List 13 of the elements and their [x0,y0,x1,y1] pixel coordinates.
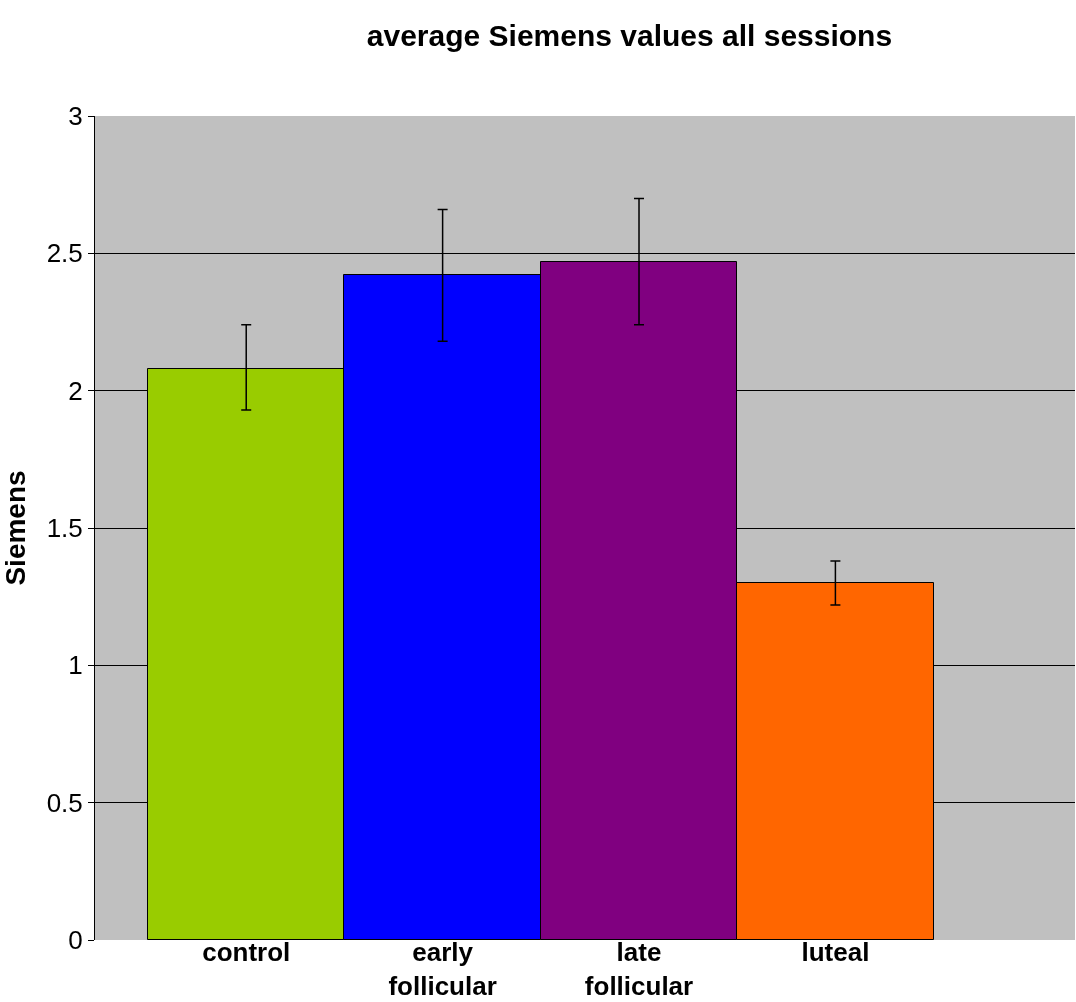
y-tick-label: 3 [68,101,83,132]
y-axis-title: Siemens [0,470,31,586]
x-tick-label: luteal [801,937,870,967]
x-tick-label: early follicular [388,937,497,1001]
y-tick-label: 2.5 [46,238,83,269]
y-tick-label: 1.5 [46,513,83,544]
y-tick-label: 1 [68,650,83,681]
y-tick-label: 0.5 [46,787,83,818]
y-tick-label: 0 [68,925,83,956]
y-tick-label: 2 [68,375,83,406]
x-tick-label: control [202,937,291,967]
chart-title: average Siemens values all sessions [366,19,893,53]
x-tick-label: late follicular [584,937,694,1001]
